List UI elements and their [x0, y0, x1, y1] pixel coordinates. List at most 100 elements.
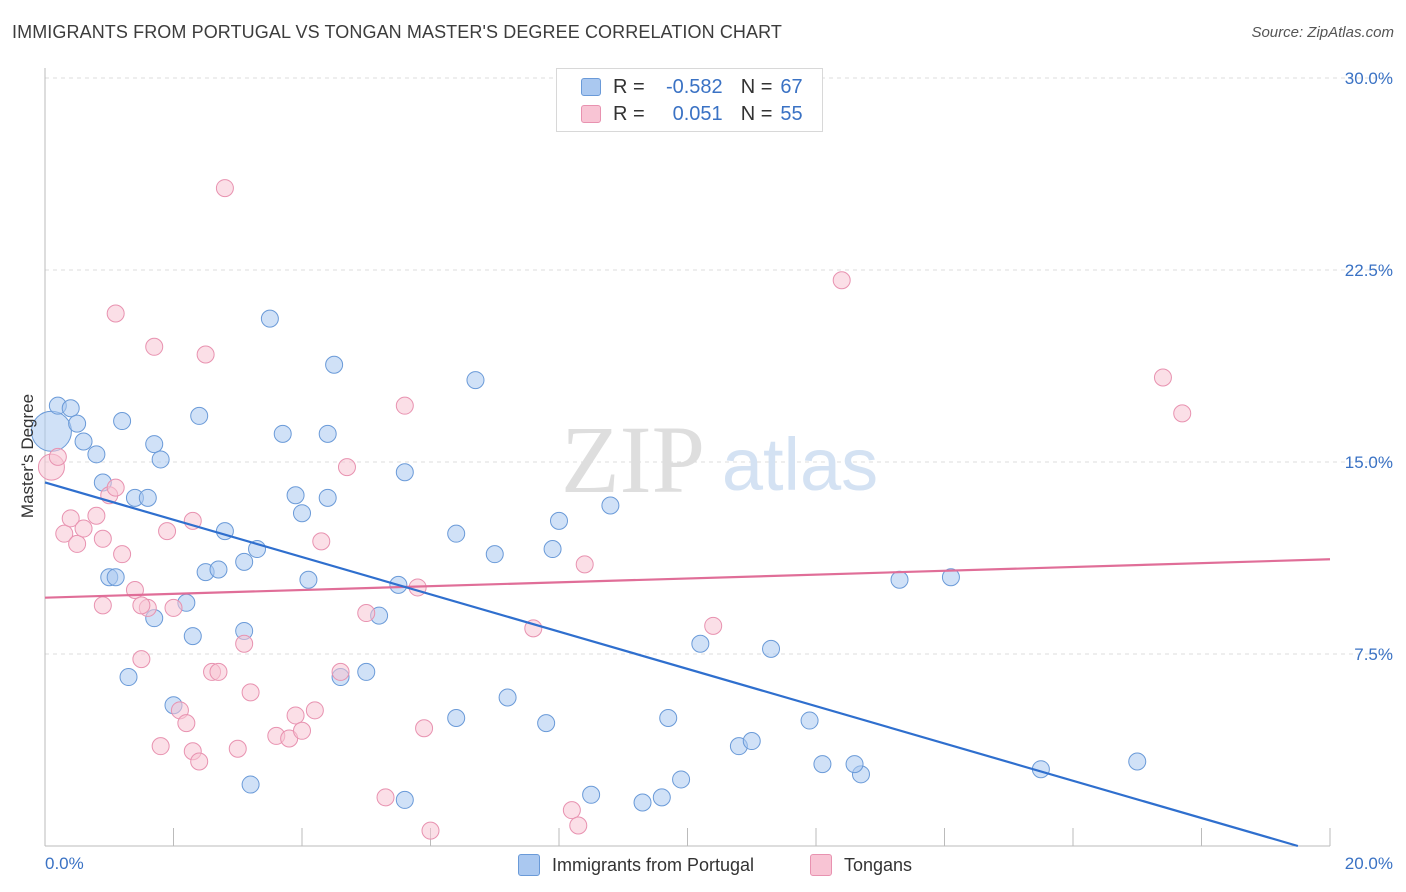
- tongans-point: [215, 179, 234, 198]
- tongans-point: [286, 706, 305, 725]
- portugal-point: [299, 570, 318, 589]
- tongans-point: [48, 447, 67, 466]
- portugal-point: [273, 424, 292, 443]
- tongans-point: [421, 821, 440, 840]
- watermark-zip: ZIP: [561, 406, 705, 513]
- tongans-point: [376, 788, 395, 807]
- bottom-legend-tongans: Tongans: [810, 852, 912, 878]
- portugal-point: [582, 785, 601, 804]
- bottom-legend-label: Tongans: [844, 854, 913, 875]
- portugal-point: [890, 570, 909, 589]
- y-tick-label: 7.5%: [1354, 645, 1393, 664]
- watermark-atlas: atlas: [722, 423, 878, 506]
- tongans-point: [832, 271, 851, 290]
- portugal-point: [672, 770, 691, 789]
- tongans-point: [415, 719, 434, 738]
- portugal-point: [466, 371, 485, 390]
- tongans-point: [113, 545, 132, 564]
- tongans-point: [357, 604, 376, 623]
- legend-r-value: 0.051: [672, 102, 723, 125]
- portugal-point: [543, 540, 562, 559]
- y-axis-label: Master's Degree: [18, 394, 37, 518]
- portugal-point: [633, 793, 652, 812]
- tongans-point: [569, 816, 588, 835]
- portugal-point: [87, 445, 106, 464]
- portugal-point: [119, 668, 138, 687]
- correlation-legend: R = -0.582 N = 67 R = 0.051 N = 55: [556, 68, 823, 132]
- portugal-point: [498, 688, 517, 707]
- tongans-point: [196, 345, 215, 364]
- tongans-point: [1173, 404, 1192, 423]
- grid-lines: [45, 77, 1392, 655]
- y-tick-label: 22.5%: [1345, 261, 1393, 280]
- legend-row-tongans: R = 0.051 N = 55: [581, 101, 803, 127]
- tongans-point: [1153, 368, 1172, 387]
- legend-n-label: N =: [740, 102, 773, 125]
- legend-row-portugal: R = -0.582 N = 67: [581, 74, 803, 100]
- portugal-point: [260, 309, 279, 328]
- legend-r-label: R =: [613, 102, 645, 125]
- portugal-point: [235, 552, 254, 571]
- tongans-point: [158, 522, 177, 541]
- tick-labels: 7.5% 15.0% 22.5% 30.0% 0.0% 20.0%: [45, 69, 1393, 873]
- legend-swatch-blue: [581, 78, 601, 96]
- portugal-point: [652, 788, 671, 807]
- portugal-point: [742, 732, 761, 751]
- legend-swatch-pink: [581, 105, 601, 123]
- tongans-point: [235, 634, 254, 653]
- portugal-point: [61, 399, 80, 418]
- y-tick-label: 30.0%: [1345, 69, 1393, 88]
- portugal-point: [762, 639, 781, 658]
- portugal-point: [550, 511, 568, 530]
- tongans-point: [132, 596, 151, 615]
- portugal-point: [357, 662, 376, 681]
- portugal-point: [106, 568, 125, 587]
- y-tick-label: 15.0%: [1345, 453, 1393, 472]
- portugal-point: [325, 355, 344, 374]
- portugal-point: [800, 711, 819, 730]
- portugal-point: [1128, 752, 1147, 771]
- portugal-point: [68, 414, 87, 433]
- tongans-point: [562, 801, 581, 820]
- portugal-point: [318, 424, 337, 443]
- tongans-point: [74, 519, 93, 538]
- tongans-point: [293, 721, 311, 740]
- portugal-point: [241, 775, 260, 794]
- tongans-point: [132, 650, 151, 669]
- tongans-point: [93, 529, 112, 548]
- watermark: ZIP atlas: [561, 406, 878, 513]
- tongans-point: [331, 662, 350, 681]
- series-tongans-points: [37, 179, 1192, 840]
- portugal-point: [485, 545, 504, 564]
- bottom-legend-swatch-pink: [810, 854, 832, 876]
- portugal-point: [601, 496, 620, 515]
- tongans-point: [106, 478, 125, 497]
- portugal-point: [286, 486, 305, 505]
- portugal-point: [74, 432, 93, 451]
- tongans-point: [93, 596, 112, 615]
- portugal-point: [190, 406, 209, 425]
- tongans-point: [164, 598, 183, 617]
- portugal-point: [151, 450, 170, 469]
- portugal-point: [145, 435, 164, 454]
- tongans-point: [106, 304, 125, 323]
- portugal-point: [537, 714, 556, 733]
- tongans-point: [228, 739, 247, 758]
- portugal-point: [395, 463, 414, 482]
- portugal-point: [318, 488, 337, 507]
- tongans-point: [145, 337, 164, 356]
- bottom-legend-portugal: Immigrants from Portugal: [518, 852, 754, 878]
- tongans-point: [68, 534, 87, 553]
- legend-n-value: 55: [780, 102, 803, 125]
- tongans-point: [241, 683, 260, 702]
- legend-r-label: R =: [613, 75, 645, 98]
- portugal-point: [209, 560, 228, 579]
- legend-r-value: -0.582: [665, 75, 723, 98]
- portugal-point: [813, 755, 832, 774]
- portugal-point: [113, 412, 132, 431]
- series-immigrants-from-portugal-points: [30, 309, 1147, 812]
- portugal-point: [395, 790, 414, 809]
- tongans-point: [575, 555, 594, 574]
- tongans-point: [209, 662, 228, 681]
- portugal-point: [659, 709, 678, 727]
